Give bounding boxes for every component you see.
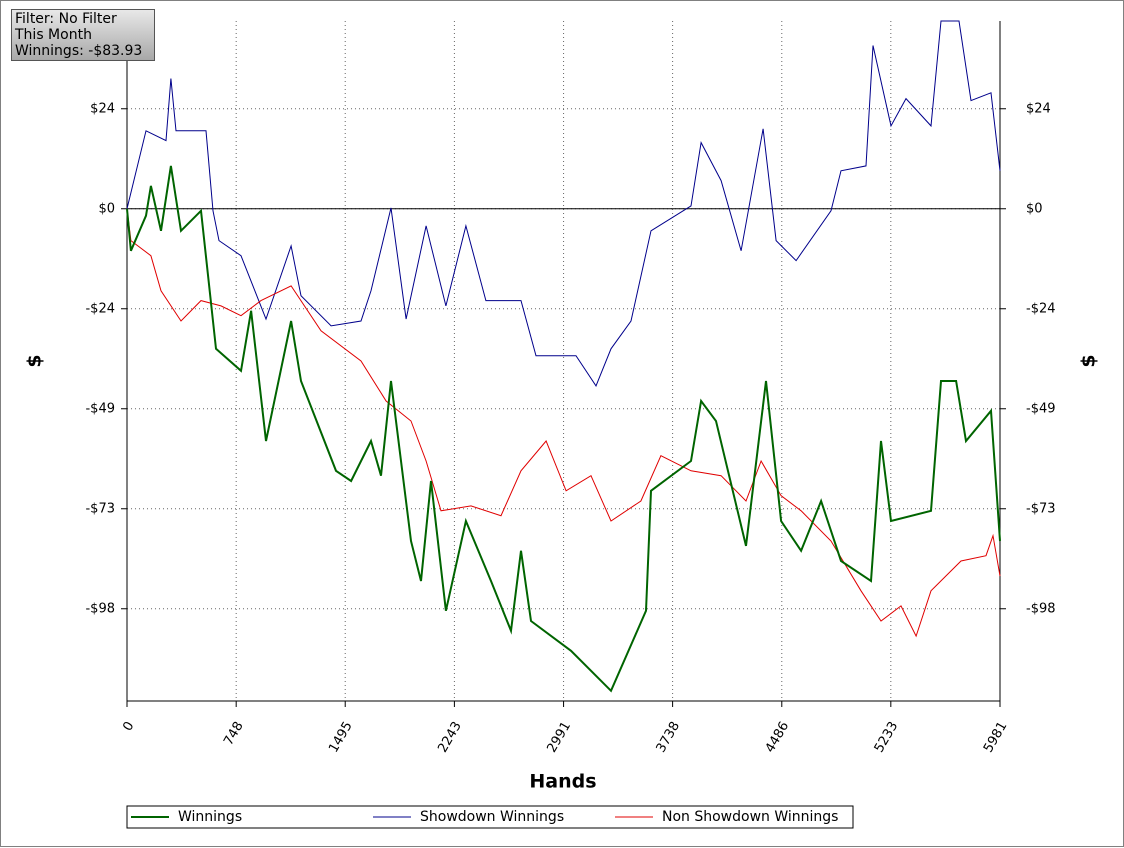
x-tick-label: 0 [120, 719, 137, 734]
x-tick-label: 4486 [763, 719, 793, 755]
y2-tick-label: -$73 [1026, 501, 1056, 516]
x-tick-label: 5981 [981, 719, 1011, 755]
info-line: This Month [15, 27, 92, 43]
x-axis-label: Hands [529, 771, 596, 793]
y-axis-label: $ [24, 354, 46, 367]
y-tick-label: $24 [90, 101, 115, 116]
legend-box [126, 805, 854, 829]
x-tick-label: 2991 [545, 719, 575, 755]
legend-label: Non Showdown Winnings [662, 809, 838, 825]
y2-axis-label: $ [1078, 354, 1100, 367]
x-tick-label: 1495 [326, 719, 356, 755]
y2-tick-label: -$98 [1026, 601, 1056, 616]
y2-tick-label: -$24 [1026, 301, 1056, 316]
x-tick-label: 2243 [435, 719, 465, 755]
info-line: Filter: No Filter [15, 11, 117, 27]
y-tick-label: -$24 [85, 301, 115, 316]
x-tick-label: 3738 [654, 719, 684, 755]
series-line [126, 208, 1001, 638]
y-tick-label: -$73 [85, 501, 115, 516]
series-line [126, 20, 1001, 387]
x-tick-label: 5233 [872, 719, 902, 755]
info-box: Filter: No Filter This Month Winnings: -… [11, 9, 155, 61]
x-tick-label: 748 [221, 719, 246, 748]
y2-tick-label: -$49 [1026, 401, 1056, 416]
legend-label: Showdown Winnings [420, 809, 564, 825]
y2-tick-label: $24 [1026, 101, 1051, 116]
series-line [126, 165, 1001, 693]
legend-label: Winnings [178, 809, 242, 825]
y-tick-label: -$98 [85, 601, 115, 616]
y-tick-label: $0 [98, 201, 115, 216]
info-line: Winnings: -$83.93 [15, 43, 143, 59]
y-tick-label: -$49 [85, 401, 115, 416]
y2-tick-label: $0 [1026, 201, 1043, 216]
